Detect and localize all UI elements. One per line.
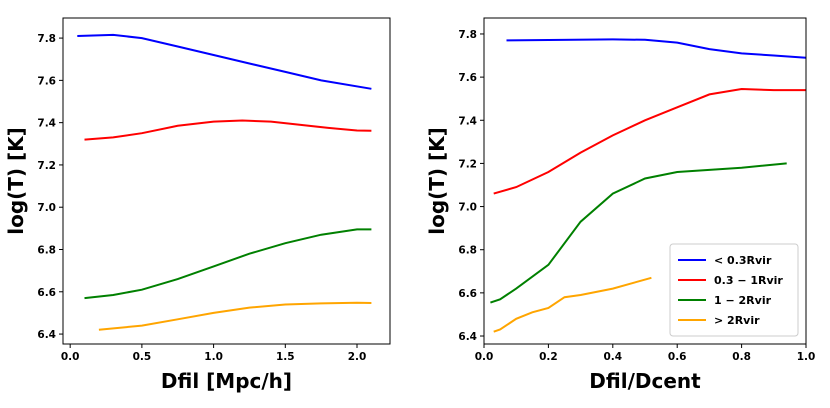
legend-label: 0.3 − 1Rvir	[714, 274, 783, 287]
legend-label: < 0.3Rvir	[714, 254, 772, 267]
y-tick-label: 7.6	[37, 75, 56, 87]
y-axis-label: log(T) [K]	[4, 127, 28, 235]
y-tick-label: 7.8	[37, 33, 56, 45]
chart: 0.0 0.2 0.4 0.6 0.8 1.0 6.4 6.6 6.8 7.0 7.2 7.4 7.6 7…	[425, 17, 816, 393]
y-tick-label: 6.4	[458, 331, 477, 343]
x-tick-label: 1.0	[797, 351, 816, 363]
x-tick-label: 0.6	[668, 351, 687, 363]
y-tick-label: 6.6	[37, 287, 56, 299]
y-tick-label: 7.4	[458, 115, 477, 127]
x-axis-label: Dfil [Mpc/h]	[161, 369, 292, 393]
y-tick-label: 7.8	[458, 29, 477, 41]
legend-box	[669, 243, 799, 337]
x-tick-label: 2.0	[348, 351, 367, 363]
y-tick-label: 7.4	[37, 118, 56, 130]
y-axis-label: log(T) [K]	[425, 127, 449, 235]
chart: 0.0 0.5 1.0 1.5 2.0 6.4 6.6 6.8 7.0 7.2 7.4 7.6 7.8 D…	[4, 17, 391, 393]
plot-frame	[62, 17, 391, 345]
series-line	[98, 301, 372, 331]
legend-label: > 2Rvir	[714, 314, 760, 327]
x-tick-label: 0.8	[732, 351, 751, 363]
x-tick-label: 1.5	[276, 351, 295, 363]
x-tick-label: 0.4	[603, 351, 622, 363]
x-axis-label: Dfil/Dcent	[589, 369, 701, 393]
y-tick-label: 6.8	[37, 244, 56, 256]
x-tick-label: 0.0	[61, 351, 80, 363]
x-tick-label: 0.2	[539, 351, 558, 363]
series-line	[493, 276, 652, 333]
y-tick-label: 7.2	[458, 158, 477, 170]
x-tick-label: 0.0	[475, 351, 494, 363]
series-line	[493, 87, 806, 195]
y-tick-label: 7.0	[37, 202, 56, 214]
x-tick-label: 1.0	[204, 351, 223, 363]
series-line	[84, 228, 372, 300]
series-line	[77, 33, 372, 90]
y-tick-label: 6.8	[458, 245, 477, 257]
y-tick-label: 7.2	[37, 160, 56, 172]
plot-frame	[483, 17, 807, 345]
y-tick-label: 7.6	[458, 72, 477, 84]
x-tick-label: 0.5	[133, 351, 152, 363]
legend-label: 1 − 2Rvir	[714, 294, 772, 307]
series-line	[84, 119, 372, 141]
y-tick-label: 6.4	[37, 329, 56, 341]
y-tick-label: 6.6	[458, 288, 477, 300]
series-line	[506, 38, 807, 59]
y-tick-label: 7.0	[458, 202, 477, 214]
series-line	[490, 162, 787, 304]
